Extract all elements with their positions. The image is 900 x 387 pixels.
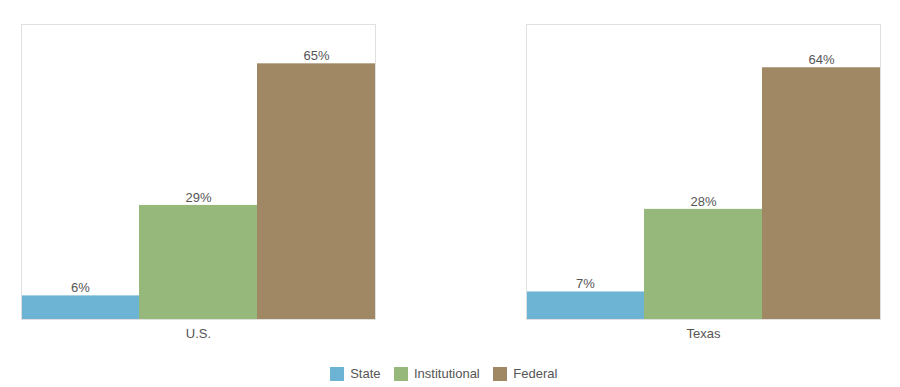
svg-text:28%: 28% xyxy=(690,194,716,209)
svg-text:65%: 65% xyxy=(303,48,329,63)
svg-text:6%: 6% xyxy=(71,280,90,295)
svg-text:U.S.: U.S. xyxy=(186,326,211,341)
svg-text:64%: 64% xyxy=(808,52,834,67)
svg-text:Texas: Texas xyxy=(687,326,721,341)
html-text:Federal: Federal xyxy=(513,366,558,381)
html-text:Institutional: Institutional xyxy=(414,366,480,381)
svg-text:29%: 29% xyxy=(185,190,211,205)
svg-text:7%: 7% xyxy=(576,276,595,291)
html-text:State: State xyxy=(350,366,381,381)
